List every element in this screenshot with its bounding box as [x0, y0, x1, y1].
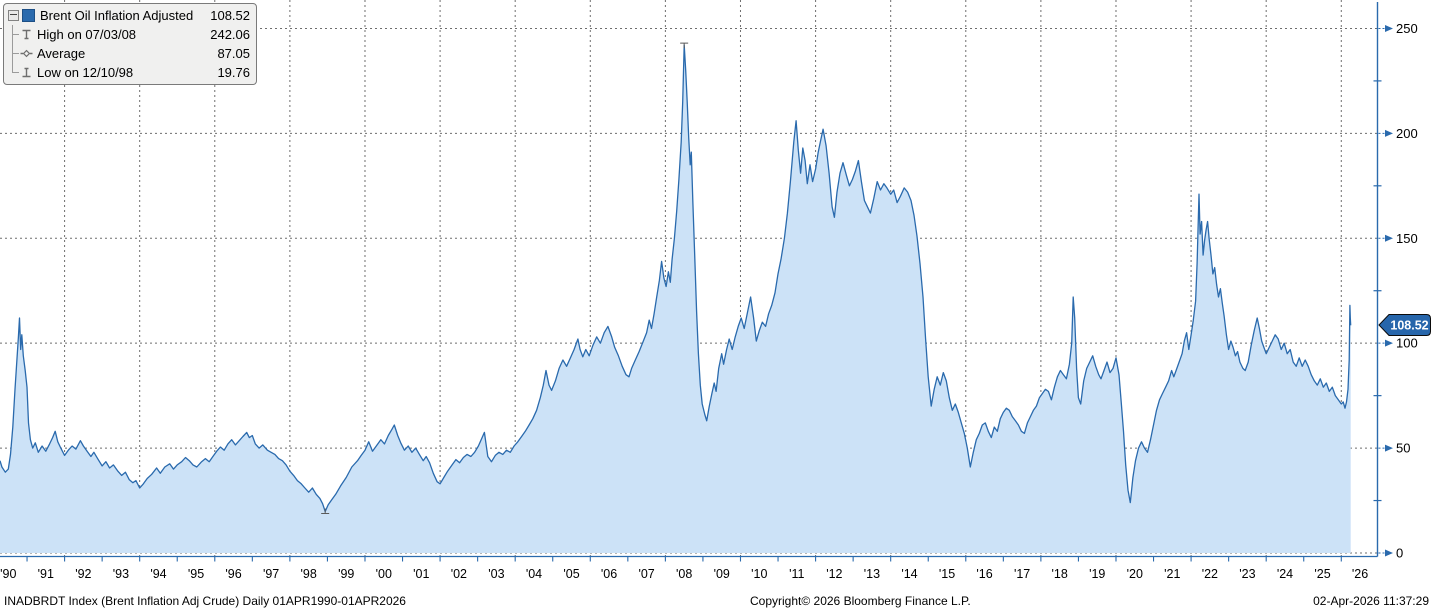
y-axis-tick-label: 150 [1396, 231, 1418, 246]
tree-branch-icon [7, 44, 20, 63]
x-axis-label: '02 [451, 567, 467, 581]
legend-series-value: 108.52 [210, 8, 250, 23]
last-price-tag-value: 108.52 [1390, 319, 1428, 333]
series-line [0, 44, 1352, 513]
x-axis-label: '91 [38, 567, 54, 581]
x-axis-label: '19 [1089, 567, 1105, 581]
high-low-markers [321, 42, 689, 515]
footer: INADBRDT Index (Brent Inflation Adj Crud… [0, 592, 1432, 611]
y-axis-tick-arrow-icon [1385, 24, 1393, 32]
footer-datetime: 02-Apr-2026 11:37:29 [1313, 594, 1429, 608]
x-axis-label: '98 [301, 567, 317, 581]
average-marker-icon [20, 49, 33, 58]
y-axis-tick-arrow-icon [1385, 444, 1393, 452]
x-axis: '90 '91 '92 '93 '94 '95 '96 '97 '98 '99 '00 '01 '02 '… [0, 555, 1378, 581]
y-axis-tick-arrow-icon [1385, 339, 1393, 347]
high-marker-icon [22, 29, 31, 40]
legend-high-row[interactable]: High on 07/03/08 242.06 [7, 25, 250, 44]
legend-high-label: High on 07/03/08 [37, 27, 137, 42]
y-axis-tick-arrow-icon [1385, 129, 1393, 137]
x-axis-label: '22 [1202, 567, 1218, 581]
legend-average-label: Average [37, 46, 86, 61]
x-axis-label: '13 [864, 567, 880, 581]
x-axis-label: '21 [1164, 567, 1180, 581]
y-axis-tick-label: 50 [1396, 441, 1410, 456]
x-axis-label: '26 [1352, 567, 1368, 581]
x-axis-label: '94 [150, 567, 166, 581]
x-axis-label: '14 [901, 567, 917, 581]
x-axis-label: '08 [676, 567, 692, 581]
y-axis-tick-arrow-icon [1385, 234, 1393, 242]
legend-low-row[interactable]: Low on 12/10/98 19.76 [7, 63, 250, 82]
footer-ticker-description: INADBRDT Index (Brent Inflation Adj Crud… [4, 594, 406, 608]
x-axis-label: '92 [75, 567, 91, 581]
x-axis-label: '96 [225, 567, 241, 581]
x-axis-label: '93 [113, 567, 129, 581]
legend-panel: Brent Oil Inflation Adjusted 108.52 High… [3, 3, 257, 85]
x-axis-label: '07 [638, 567, 654, 581]
last-price-tag: 108.52 [1378, 314, 1431, 336]
x-axis-label: '04 [526, 567, 542, 581]
y-axis-tick-arrow-icon [1385, 549, 1393, 557]
legend-series-label: Brent Oil Inflation Adjusted [40, 8, 194, 23]
legend-low-label: Low on 12/10/98 [37, 65, 134, 80]
last-price-tag-shape [1378, 314, 1431, 336]
low-marker-icon [22, 67, 31, 78]
x-axis-label: '01 [413, 567, 429, 581]
x-axis-label: '16 [976, 567, 992, 581]
x-axis-label: '95 [188, 567, 204, 581]
x-axis-label: '05 [563, 567, 579, 581]
y-axis: 250 200 150 100 50 0 [1373, 2, 1418, 561]
x-axis-label: '90 [0, 567, 16, 581]
tree-branch-icon [7, 25, 20, 44]
x-axis-label: '00 [376, 567, 392, 581]
high-point-marker [680, 42, 689, 49]
x-axis-label: '25 [1314, 567, 1330, 581]
x-axis-label: '24 [1277, 567, 1293, 581]
y-axis-tick-label: 250 [1396, 21, 1418, 36]
x-axis-label: '99 [338, 567, 354, 581]
x-axis-label: '97 [263, 567, 279, 581]
legend-high-value: 242.06 [210, 27, 250, 42]
y-axis-tick-label: 100 [1396, 336, 1418, 351]
x-axis-label: '10 [751, 567, 767, 581]
footer-copyright: Copyright© 2026 Bloomberg Finance L.P. [750, 594, 971, 608]
collapse-expander-icon[interactable] [8, 10, 19, 21]
legend-average-value: 87.05 [217, 46, 250, 61]
x-axis-label: '18 [1052, 567, 1068, 581]
x-axis-label: '17 [1014, 567, 1030, 581]
y-axis-tick-label: 0 [1396, 546, 1403, 561]
series-color-swatch-icon [22, 9, 35, 22]
tree-branch-end-icon [7, 63, 20, 82]
x-axis-label: '09 [714, 567, 730, 581]
x-axis-label: '20 [1127, 567, 1143, 581]
legend-average-row[interactable]: Average 87.05 [7, 44, 250, 63]
x-axis-label: '12 [826, 567, 842, 581]
x-axis-label: '15 [939, 567, 955, 581]
x-axis-label: '06 [601, 567, 617, 581]
x-axis-label: '23 [1239, 567, 1255, 581]
low-point-marker [321, 508, 330, 515]
legend-series-row[interactable]: Brent Oil Inflation Adjusted 108.52 [7, 6, 250, 25]
x-axis-label: '03 [488, 567, 504, 581]
y-axis-tick-label: 200 [1396, 126, 1418, 141]
legend-low-value: 19.76 [217, 65, 250, 80]
series-area-fill [0, 45, 1351, 553]
x-axis-label: '11 [789, 567, 804, 581]
